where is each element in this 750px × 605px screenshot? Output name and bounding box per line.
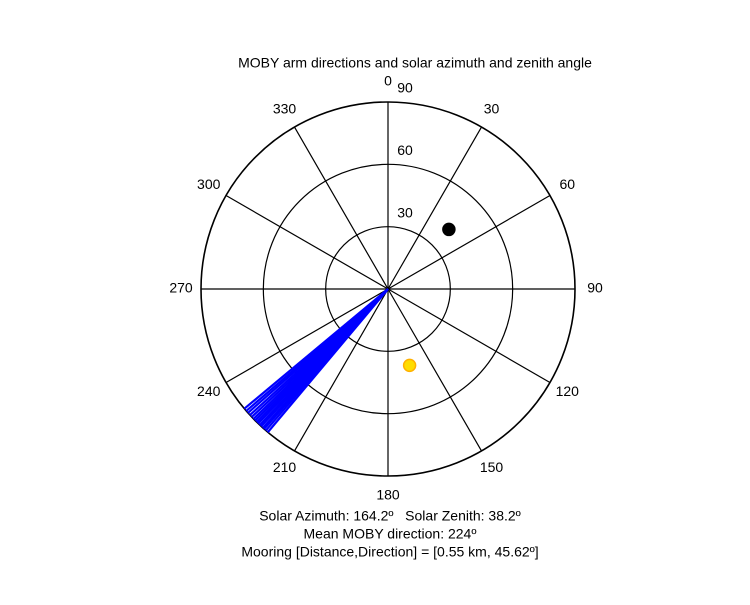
grid-spoke <box>387 126 483 290</box>
grid-spoke <box>387 194 551 290</box>
chart-title: MOBY arm directions and solar azimuth an… <box>238 55 592 71</box>
theta-tick-label: 210 <box>273 459 297 475</box>
arm-direction <box>243 288 389 410</box>
theta-tick-label: 180 <box>376 487 400 503</box>
grid-spoke <box>225 194 389 290</box>
theta-tick-label: 150 <box>480 459 504 475</box>
theta-tick-label: 240 <box>197 383 221 399</box>
marker <box>402 358 417 373</box>
r-tick-label: 30 <box>397 204 413 220</box>
grid-spoke <box>225 288 389 384</box>
annotation: Solar Azimuth: 164.2º Solar Zenith: 38.2… <box>259 508 521 524</box>
theta-tick-label: 60 <box>559 176 575 192</box>
theta-tick-label: 330 <box>273 100 297 116</box>
grid-spoke <box>293 126 389 290</box>
marker <box>442 222 456 237</box>
grid-spoke <box>387 288 483 452</box>
r-tick-label: 90 <box>397 80 413 96</box>
theta-tick-label: 120 <box>556 383 580 399</box>
r-tick-label: 60 <box>397 142 413 158</box>
theta-tick-label: 90 <box>587 280 603 296</box>
annotation: Mooring [Distance,Direction] = [0.55 km,… <box>241 544 538 560</box>
annotation: Mean MOBY direction: 224º <box>304 526 477 542</box>
theta-tick-label: 270 <box>169 280 193 296</box>
theta-tick-label: 300 <box>197 176 221 192</box>
plot-area: 30 60 90 0 30 60 90 120 150 180 210 240 270 300 330 <box>169 73 603 503</box>
grid-spoke <box>293 288 389 452</box>
theta-tick-label: 0 <box>384 73 392 89</box>
theta-tick-label: 30 <box>484 100 500 116</box>
grid-spoke <box>387 288 551 384</box>
